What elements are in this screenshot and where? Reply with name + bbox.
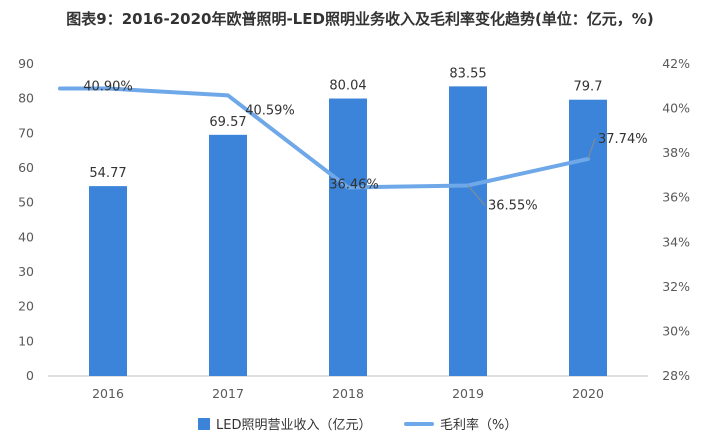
right-tick-label: 40% [662,101,690,116]
x-tick-label: 2016 [92,386,124,401]
line-value-label: 36.55% [488,198,538,213]
right-tick-label: 38% [662,145,690,160]
right-tick-label: 30% [662,323,690,338]
bar [89,186,127,376]
line-value-label: 40.59% [245,103,295,118]
bar [329,98,367,376]
bar-value-label: 83.55 [449,66,486,81]
left-tick-label: 50 [18,195,34,210]
left-tick-label: 0 [26,368,34,383]
right-axis: 28% 30% 32% 34% 36% 38% 40% 42% [662,56,690,383]
line-value-label: 37.74% [598,132,648,147]
right-tick-label: 28% [662,368,690,383]
bar-value-label: 80.04 [329,79,366,94]
left-axis: 0 10 20 30 40 50 60 70 80 90 [18,56,34,383]
leader-line [467,185,486,206]
legend: LED照明营业收入（亿元） 毛利率（%） [198,417,517,433]
x-axis: 2016 2017 2018 2019 2020 [92,386,604,401]
left-tick-label: 40 [18,229,34,244]
bar-series [89,86,607,377]
leader-line [587,138,596,160]
right-tick-label: 34% [662,234,690,249]
left-tick-label: 20 [18,299,34,314]
margin-line [58,86,590,190]
bar-labels: 54.77 69.57 80.04 83.55 79.7 [89,66,602,181]
bar [569,99,607,376]
line-value-label: 40.90% [83,80,133,95]
left-tick-label: 80 [18,91,34,106]
bar [209,134,247,376]
legend-line-label: 毛利率（%） [440,417,517,433]
left-tick-label: 60 [18,160,34,175]
x-tick-label: 2019 [452,386,484,401]
right-tick-label: 36% [662,190,690,205]
left-tick-label: 90 [18,56,34,71]
line-series [58,86,590,190]
legend-bar-label: LED照明营业收入（亿元） [216,418,371,433]
legend-bar-swatch [198,418,210,430]
x-tick-label: 2020 [572,386,604,401]
bar-value-label: 54.77 [89,166,126,181]
left-tick-label: 30 [18,264,34,279]
bar-value-label: 69.57 [209,115,246,130]
line-labels: 40.90% 40.59% 36.46% 36.55% 37.74% [83,80,647,214]
x-tick-label: 2018 [332,386,364,401]
left-tick-label: 10 [18,333,34,348]
line-value-label: 36.46% [329,177,379,192]
bar [449,86,487,377]
chart-title: 图表9：2016-2020年欧普照明-LED照明业务收入及毛利率变化趋势(单位：… [66,10,654,28]
right-tick-label: 32% [662,279,690,294]
bar-value-label: 79.7 [574,80,603,95]
x-tick-label: 2017 [212,386,244,401]
right-tick-label: 42% [662,56,690,71]
left-tick-label: 70 [18,125,34,140]
